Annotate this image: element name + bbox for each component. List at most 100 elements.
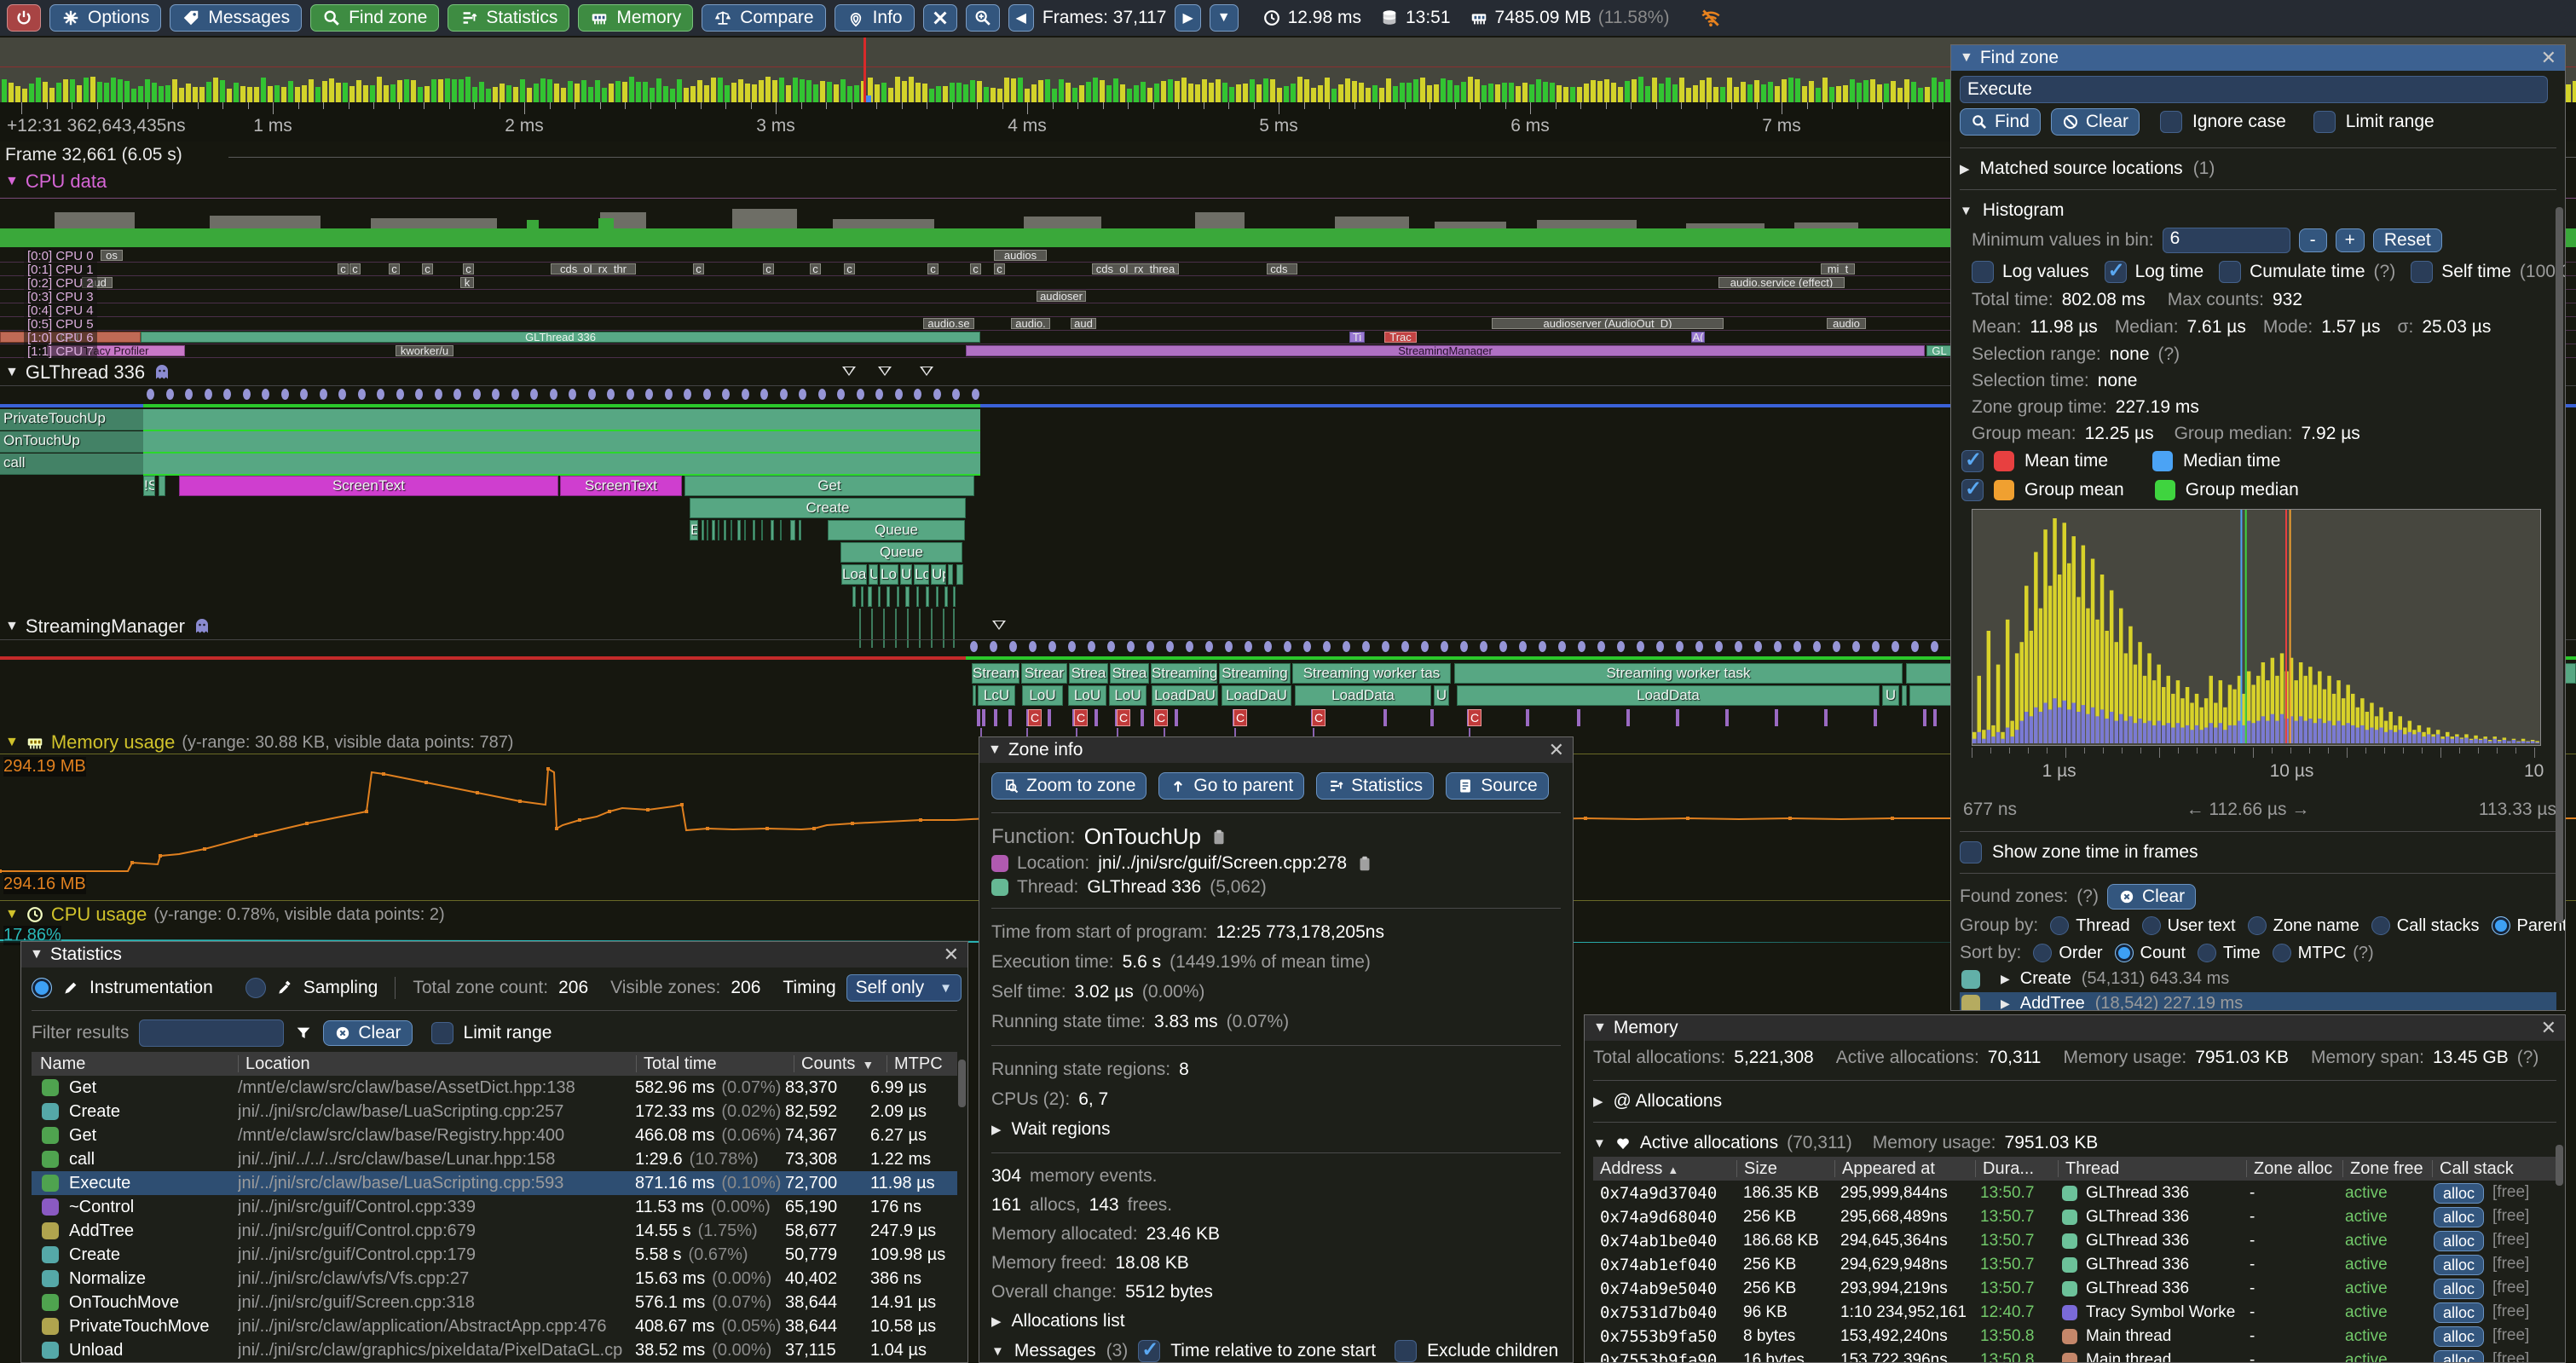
zone-privatetouchup[interactable]: PrivateTouchUp	[0, 409, 980, 430]
frame-bar[interactable]	[1645, 86, 1650, 102]
cpu-zone[interactable]: Trac	[1384, 332, 1417, 343]
frame-bar[interactable]	[1175, 81, 1180, 102]
frame-bar[interactable]	[1025, 89, 1030, 102]
allocation-row[interactable]: 0x74a9d37040 186.35 KB 295,999,844ns 13:50.…	[1593, 1182, 2556, 1204]
frame-bar[interactable]	[411, 80, 416, 102]
column-header[interactable]: Dura...	[1983, 1158, 2035, 1178]
column-header[interactable]: Zone alloc	[2254, 1158, 2333, 1178]
zone[interactable]	[956, 564, 963, 585]
go-to-parent-button[interactable]: Go to parent	[1158, 772, 1305, 800]
frame-bar[interactable]	[1372, 85, 1378, 102]
allocations-toggle[interactable]: ▶ @ Allocations	[1593, 1089, 2556, 1113]
allocations-list-toggle[interactable]: ▶ Allocations list	[991, 1308, 1561, 1334]
frame-bar[interactable]	[1154, 84, 1159, 102]
clear-button[interactable]: Clear	[323, 1020, 413, 1046]
group-by-zone-name[interactable]	[2247, 916, 2267, 935]
cpu-zone[interactable]: c	[763, 263, 774, 274]
frame-bar[interactable]	[268, 86, 273, 102]
frame-bar[interactable]	[1113, 78, 1118, 102]
frame-bar[interactable]	[438, 79, 443, 102]
frame-bar[interactable]	[1857, 83, 1862, 102]
cpu-zone[interactable]: cds_ol_rx_thr	[551, 263, 636, 274]
zone-sliver[interactable]	[926, 586, 929, 607]
sort-by-count[interactable]	[2114, 944, 2134, 962]
column-header[interactable]: Location	[245, 1054, 310, 1073]
frame-bar[interactable]	[295, 87, 300, 102]
frame-bar[interactable]	[281, 87, 286, 102]
frame-bar[interactable]	[1829, 87, 1834, 102]
frame-bar[interactable]	[1338, 84, 1343, 102]
zone[interactable]	[948, 564, 953, 585]
frame-bar[interactable]	[1120, 84, 1125, 102]
find-zone-button[interactable]: Find zone	[310, 4, 440, 32]
frame-bar[interactable]	[384, 85, 389, 102]
frame-bar[interactable]	[22, 89, 27, 102]
frame-bar[interactable]	[1638, 77, 1643, 102]
frame-bar[interactable]	[513, 87, 518, 102]
memory-titlebar[interactable]: ▼ Memory ✕	[1585, 1015, 2565, 1041]
group-by-thread[interactable]	[2050, 916, 2070, 935]
cpu-zone[interactable]: kworker/u	[396, 345, 453, 356]
frame-bar[interactable]	[329, 78, 334, 102]
column-header[interactable]: Call stack	[2440, 1158, 2514, 1178]
zone-sliver[interactable]	[707, 520, 708, 540]
memory-usage-header[interactable]: ▼ Memory usage (y-range: 30.88 KB, visible…	[5, 731, 513, 754]
frame-bar[interactable]	[1229, 87, 1234, 102]
alloc-stack-button[interactable]: alloc	[2434, 1255, 2485, 1275]
zone[interactable]: LoU	[1022, 685, 1063, 706]
frame-bar[interactable]	[452, 79, 457, 102]
frame-bar[interactable]	[991, 88, 996, 102]
zone[interactable]: LoU	[1068, 685, 1106, 706]
frame-bar[interactable]	[711, 78, 716, 102]
zone[interactable]	[973, 685, 976, 706]
frame-bar[interactable]	[943, 86, 948, 102]
histogram-toggle[interactable]: ▼ Histogram	[1960, 199, 2556, 222]
table-row[interactable]: Unload jni/../jni/src/claw/graphics/pixel…	[32, 1338, 957, 1362]
frame-bar[interactable]	[1843, 85, 1848, 102]
frame-bar[interactable]	[950, 83, 955, 102]
frame-bar[interactable]	[84, 78, 89, 102]
find-zone-histogram[interactable]	[1972, 509, 2541, 746]
zone[interactable]: LcU	[978, 685, 1015, 706]
frame-bar[interactable]	[827, 82, 832, 102]
cpu-zone[interactable]: audios	[994, 250, 1047, 261]
frame-bar[interactable]	[1925, 87, 1930, 102]
exclude-children-checkbox[interactable]	[1395, 1340, 1418, 1362]
log-values-checkbox[interactable]	[1972, 261, 1994, 283]
frame-bar[interactable]	[1072, 88, 1077, 102]
found-zone-row[interactable]: ▶ Create (54,131) 643.34 ms	[1960, 967, 2556, 990]
frame-bar[interactable]	[1516, 86, 1521, 102]
cpu-zone[interactable]: c	[810, 263, 821, 274]
sort-by-time[interactable]	[2197, 944, 2216, 962]
limit-range-checkbox[interactable]	[2313, 111, 2336, 133]
frame-bar[interactable]	[902, 81, 907, 102]
frame-bar[interactable]	[520, 79, 525, 102]
zone-sliver[interactable]	[737, 520, 741, 540]
frame-bar[interactable]	[1666, 78, 1671, 102]
frame-bar[interactable]	[1427, 85, 1432, 102]
frame-bar[interactable]	[561, 88, 566, 102]
frame-bar[interactable]	[888, 88, 893, 102]
allocation-row[interactable]: 0x74a9d68040 256 KB 295,668,489ns 13:50.7 GL…	[1593, 1206, 2556, 1228]
frame-bar[interactable]	[1079, 85, 1084, 102]
frame-bar[interactable]	[554, 84, 559, 102]
frame-bar[interactable]	[77, 85, 82, 102]
frame-bar[interactable]	[1488, 84, 1493, 102]
frame-bar[interactable]	[540, 78, 546, 102]
statistics-titlebar[interactable]: ▼ Statistics ✕	[21, 942, 967, 967]
memory-table-header[interactable]: Address ▲ Size Appeared at Dura... Thread Zone…	[1593, 1157, 2556, 1181]
frame-bar[interactable]	[1202, 79, 1207, 102]
frame-bar[interactable]	[1277, 88, 1282, 102]
zone-sliver[interactable]	[878, 586, 881, 607]
frame-bar[interactable]	[234, 83, 239, 102]
find-zone-titlebar[interactable]: ▼ Find zone ✕	[1951, 45, 2565, 71]
alloc-stack-button[interactable]: alloc	[2434, 1279, 2485, 1299]
zone[interactable]: Stream	[972, 663, 1019, 684]
ignore-case-checkbox[interactable]	[2160, 111, 2183, 133]
frame-bar[interactable]	[206, 82, 211, 102]
frame-bar[interactable]	[806, 80, 811, 102]
info-button[interactable]: Info	[834, 4, 915, 32]
group-mean-checkbox[interactable]	[1961, 476, 1984, 501]
message-marker[interactable]	[842, 367, 856, 376]
frame-bar[interactable]	[963, 84, 968, 102]
